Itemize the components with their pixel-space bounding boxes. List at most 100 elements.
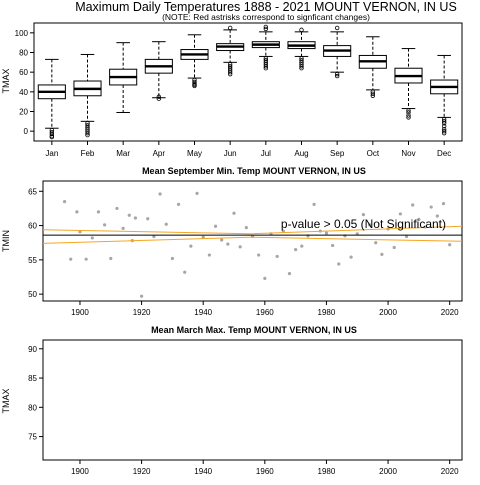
box-may (180, 34, 209, 89)
y-tick-label: 20 (19, 108, 28, 117)
outlier-point (370, 91, 376, 96)
data-point (183, 270, 187, 274)
chart-title: Mean September Min. Temp MOUNT VERNON, I… (142, 166, 366, 176)
outlier-point (85, 132, 90, 138)
box-oct (358, 36, 387, 98)
data-point (404, 234, 409, 239)
outlier-point (441, 124, 447, 129)
data-point (75, 210, 79, 214)
significance-annotation: p-value > 0.05 (Not Significant) (281, 217, 446, 231)
data-point (133, 216, 138, 220)
outlier-point (334, 71, 340, 77)
data-point (337, 262, 341, 266)
data-point (257, 253, 261, 257)
box-aug (287, 27, 316, 71)
data-point (361, 213, 366, 217)
outlier-point (441, 121, 447, 126)
box-sep (323, 25, 352, 79)
data-point (195, 191, 199, 195)
outlier-point (156, 94, 162, 99)
y-tick-label: 0 (24, 127, 29, 136)
plot-frame (33, 22, 463, 142)
x-tick-label: 1900 (71, 467, 89, 476)
box-apr (144, 41, 173, 101)
outlier-point (299, 64, 304, 69)
data-point (374, 241, 378, 245)
plot-frame (42, 180, 463, 302)
y-tick-label: 65 (28, 187, 37, 196)
data-point (201, 235, 205, 239)
plot-area: 75 80 85 90 1900 1920 1940 1960 1980 2000 2020 (28, 339, 463, 476)
march-tmax-scatter: Mean March Max. Temp MOUNT VERNON, IN US… (1, 325, 463, 476)
x-tick-label: 2020 (441, 308, 459, 317)
x-tick-label: Jan (45, 149, 58, 158)
x-tick-label: Jul (261, 149, 271, 158)
x-tick-label: 2000 (379, 467, 397, 476)
outlier-point (406, 110, 411, 115)
data-points (62, 191, 452, 298)
data-point (84, 257, 88, 261)
confidence-band-lower (42, 236, 463, 244)
y-tick-label: 60 (19, 68, 28, 77)
outlier-point (406, 108, 411, 113)
data-point (287, 271, 292, 276)
monthly-tmax-boxplot: Maximum Daily Temperatures 1888 - 2021 M… (1, 0, 463, 158)
outlier-point (370, 93, 376, 98)
chart-title: Maximum Daily Temperatures 1888 - 2021 M… (75, 0, 457, 14)
y-tick-label: 85 (28, 374, 37, 383)
data-point (275, 254, 279, 259)
x-tick-label: 1940 (194, 467, 212, 476)
box-jun (216, 25, 245, 77)
y-tick-label: 55 (28, 256, 37, 265)
data-point (152, 234, 156, 239)
x-tick-label: Apr (153, 149, 166, 158)
data-point (312, 202, 316, 206)
outlier-point (334, 73, 340, 79)
y-axis-label: TMAX (1, 68, 11, 93)
y-tick-label: 50 (28, 290, 37, 299)
plot-frame (42, 339, 463, 461)
data-point (244, 226, 248, 230)
data-point (417, 217, 421, 221)
data-point (158, 192, 162, 196)
x-tick-label: 1920 (133, 308, 151, 317)
data-point (146, 217, 150, 221)
outlier-point (49, 131, 55, 137)
x-tick-label: 1900 (71, 308, 89, 317)
outlier-point (227, 25, 233, 31)
data-point (213, 224, 218, 228)
outlier-point (406, 113, 411, 118)
x-tick-label: Aug (294, 149, 308, 158)
outlier-point (263, 24, 269, 30)
x-tick-label: 2000 (379, 308, 397, 317)
data-point (441, 202, 446, 206)
data-point (294, 247, 298, 252)
x-tick-label: 1920 (133, 467, 151, 476)
plot-area: 50 55 60 65 1900 1920 1940 1960 1980 2000 2020 (28, 180, 463, 317)
data-point (189, 244, 193, 248)
data-point (355, 232, 359, 236)
y-axis-label: TMAX (1, 388, 11, 413)
data-point (62, 199, 67, 204)
y-tick-label: 60 (28, 222, 37, 231)
y-tick-label: 80 (28, 403, 37, 412)
data-point (238, 245, 242, 249)
data-point (109, 256, 113, 261)
outlier-point (263, 26, 269, 32)
box-nov (394, 48, 423, 120)
data-point (392, 245, 396, 250)
box-feb (73, 53, 102, 138)
data-point (69, 257, 73, 261)
data-point (127, 213, 131, 217)
outlier-point (227, 69, 233, 75)
data-point (300, 244, 304, 248)
box-dec (430, 54, 459, 136)
plot-area: 0 20 40 60 80 100 Jan Feb Mar Apr May Jun Jul Aug Sep O… (15, 22, 463, 158)
outlier-point (49, 134, 55, 140)
data-point (103, 223, 107, 227)
data-point (448, 243, 452, 247)
outlier-point (406, 115, 411, 120)
y-tick-label: 40 (19, 88, 28, 97)
